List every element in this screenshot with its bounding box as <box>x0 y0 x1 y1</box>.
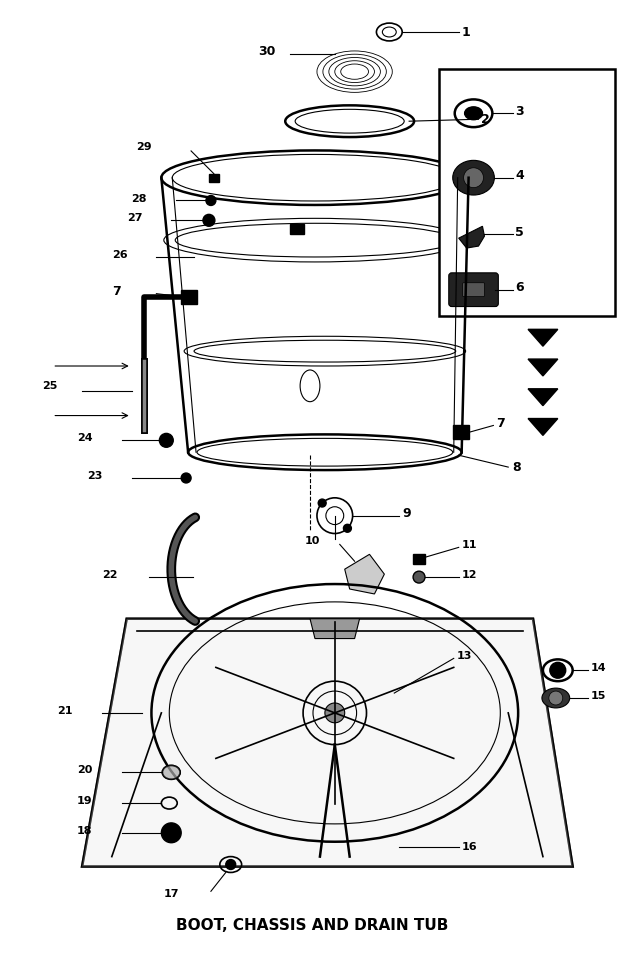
Text: 29: 29 <box>137 142 152 152</box>
Text: 8: 8 <box>512 461 521 473</box>
Polygon shape <box>528 419 558 435</box>
Ellipse shape <box>162 766 180 779</box>
FancyBboxPatch shape <box>453 425 469 440</box>
Text: 14: 14 <box>590 663 606 673</box>
FancyBboxPatch shape <box>439 69 615 316</box>
Ellipse shape <box>465 107 482 120</box>
Text: 27: 27 <box>127 213 142 224</box>
Circle shape <box>159 433 173 447</box>
Text: 4: 4 <box>515 169 524 183</box>
Text: 22: 22 <box>102 570 117 580</box>
Text: BOOT, CHASSIS AND DRAIN TUB: BOOT, CHASSIS AND DRAIN TUB <box>176 919 448 933</box>
Text: 26: 26 <box>112 250 127 260</box>
Text: 7: 7 <box>112 285 120 298</box>
Polygon shape <box>528 389 558 405</box>
Circle shape <box>550 663 566 678</box>
Circle shape <box>206 196 216 206</box>
Text: 23: 23 <box>87 471 102 481</box>
Circle shape <box>464 168 484 187</box>
Text: 6: 6 <box>515 281 524 294</box>
Text: 30: 30 <box>258 45 275 58</box>
Circle shape <box>343 524 351 532</box>
FancyBboxPatch shape <box>413 554 425 564</box>
Text: 7: 7 <box>496 417 505 430</box>
Circle shape <box>162 823 181 843</box>
Text: 19: 19 <box>77 796 93 806</box>
FancyBboxPatch shape <box>181 290 197 304</box>
Polygon shape <box>310 619 359 639</box>
Text: 12: 12 <box>462 570 477 580</box>
Text: 3: 3 <box>515 105 524 118</box>
Text: 5: 5 <box>515 226 524 239</box>
FancyBboxPatch shape <box>290 225 304 234</box>
Text: 15: 15 <box>590 691 606 701</box>
Text: 11: 11 <box>462 540 477 551</box>
Text: 28: 28 <box>132 193 147 204</box>
Text: 2: 2 <box>482 113 490 126</box>
Text: 18: 18 <box>77 826 92 836</box>
Text: 20: 20 <box>77 766 92 775</box>
Text: 25: 25 <box>42 380 58 391</box>
Text: 10: 10 <box>305 536 320 547</box>
Circle shape <box>549 691 563 705</box>
Text: 16: 16 <box>462 841 477 852</box>
Text: 13: 13 <box>457 651 472 662</box>
Circle shape <box>181 473 191 483</box>
Circle shape <box>203 214 215 227</box>
Polygon shape <box>344 554 384 594</box>
Circle shape <box>325 703 344 723</box>
Circle shape <box>318 499 326 507</box>
Text: 21: 21 <box>57 706 73 716</box>
Circle shape <box>226 859 236 870</box>
FancyBboxPatch shape <box>462 283 484 296</box>
Text: 24: 24 <box>77 433 93 444</box>
FancyBboxPatch shape <box>449 272 499 307</box>
Ellipse shape <box>542 688 570 708</box>
Text: 9: 9 <box>402 508 411 520</box>
Text: 17: 17 <box>163 889 179 900</box>
Circle shape <box>413 571 425 583</box>
Polygon shape <box>82 619 573 866</box>
Polygon shape <box>459 227 484 248</box>
FancyBboxPatch shape <box>209 174 219 182</box>
Polygon shape <box>528 329 558 346</box>
Ellipse shape <box>453 161 494 195</box>
Polygon shape <box>528 359 558 376</box>
Text: 1: 1 <box>462 26 470 38</box>
